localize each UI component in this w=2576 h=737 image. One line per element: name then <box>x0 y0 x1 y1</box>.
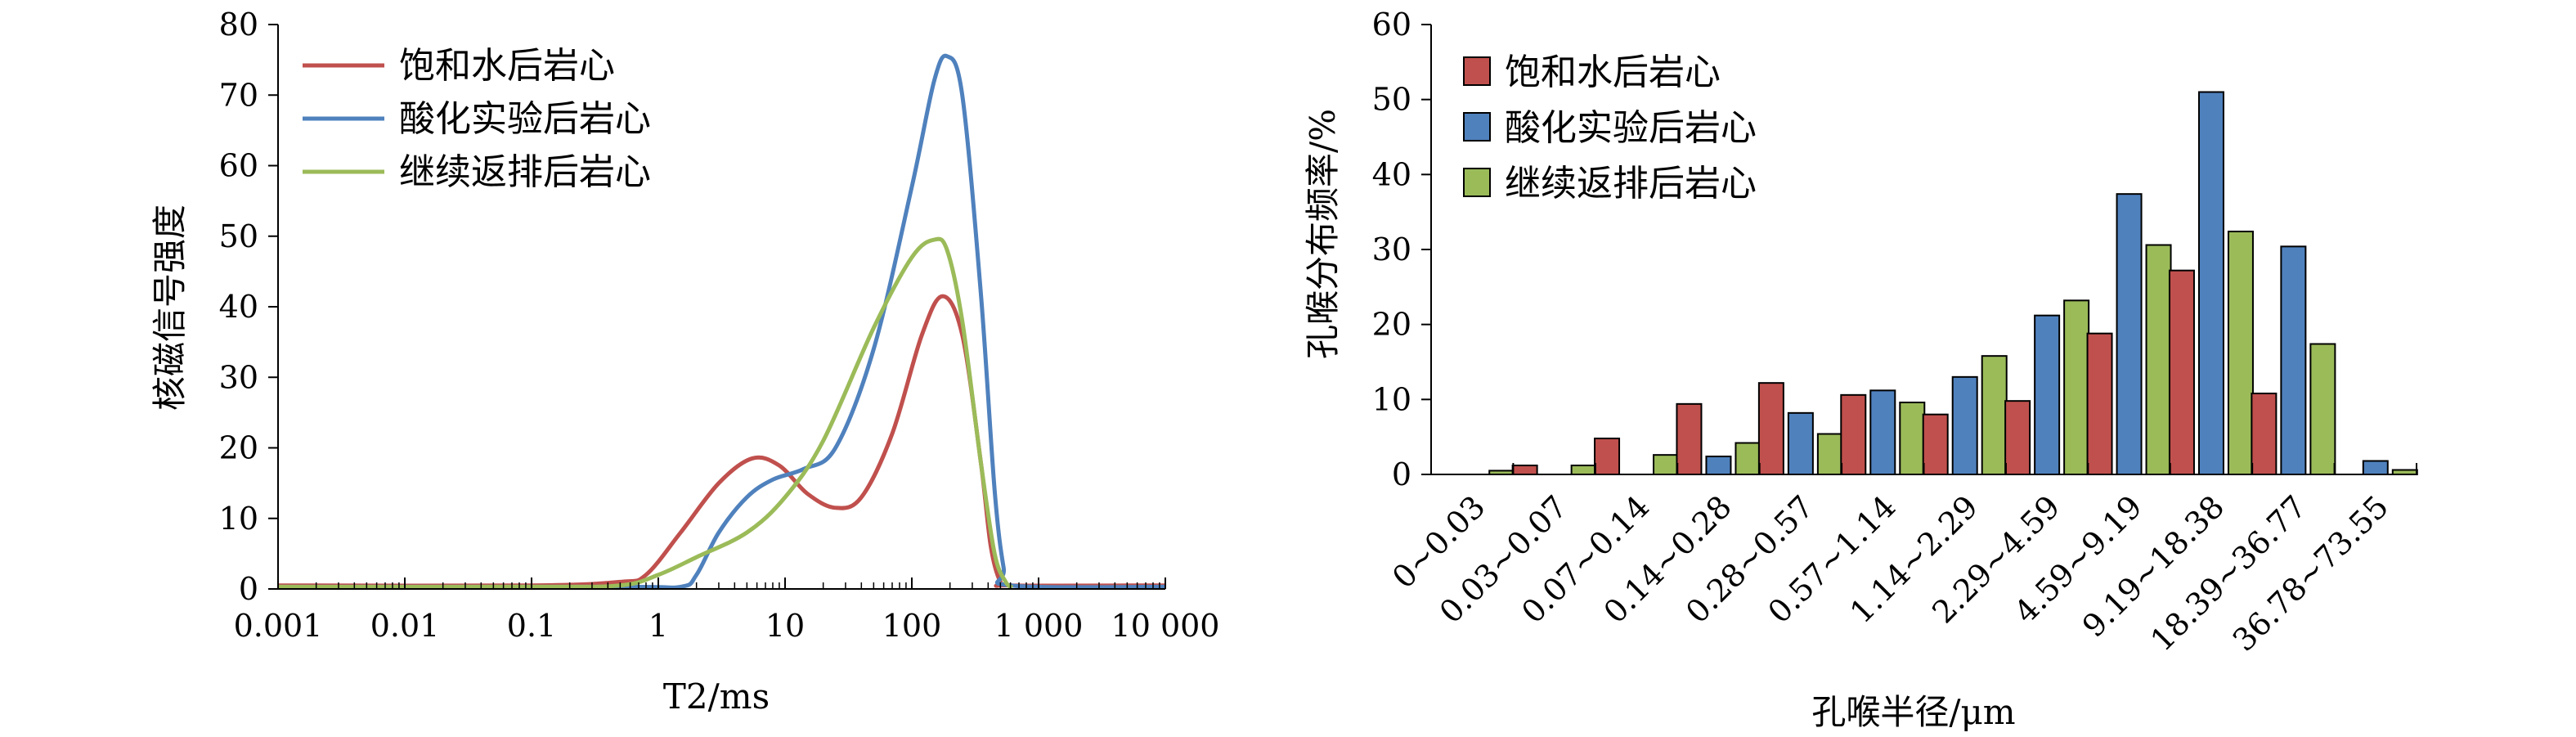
line-chart-series-0-line <box>277 294 1166 588</box>
line-chart-x-axis-title: T2/ms <box>663 676 770 717</box>
line-chart-x-tick-labels: 0.001 0.01 0.1 1 10 100 1 000 10 000 <box>234 608 1220 644</box>
line-chart-x-tick-label: 1 <box>648 608 668 644</box>
bar-chart-y-axis-title: 孔喉分布频率/% <box>1303 109 1343 359</box>
bar-series-2-9 <box>2227 231 2254 475</box>
line-chart-y-tick-label: 0 <box>239 571 258 607</box>
line-chart-y-axis-title: 核磁信号强度 <box>150 204 190 411</box>
bar-series-1-5 <box>1869 389 1896 476</box>
line-chart-axes <box>268 24 1166 590</box>
bar-series-2-4 <box>1816 433 1843 475</box>
line-chart-x-tick-label: 1 000 <box>994 608 1084 644</box>
bar-series-0-8 <box>2086 332 2113 475</box>
line-chart-y-tick-labels: 0 10 20 30 40 50 60 70 80 <box>219 7 258 607</box>
bar-series-2-2 <box>1653 454 1680 476</box>
bar-chart-y-tick-label: 20 <box>1372 307 1411 343</box>
line-chart-x-tick-label: 0.1 <box>507 608 556 644</box>
bar-series-0-10 <box>2251 393 2278 475</box>
bar-chart-y-tick-label: 0 <box>1392 456 1411 492</box>
line-chart-y-tick-label: 50 <box>219 218 258 254</box>
bar-chart-legend-swatch <box>1463 56 1491 86</box>
bar-chart-bars <box>1488 91 2418 476</box>
bar-chart-legend-label: 饱和水后岩心 <box>1505 52 1721 93</box>
bar-series-1-8 <box>2116 193 2143 476</box>
pore-throat-bar-chart: 0 10 20 30 40 50 60 0~0.030.03~0.070.07~0.140.… <box>1303 7 2418 732</box>
nmr-t2-line-chart: 0 10 20 30 40 50 60 70 80 0.001 0.01 0.1 1 10 100 1 00… <box>150 7 1219 717</box>
bar-chart-x-axis-title: 孔喉半径/μm <box>1811 692 2015 732</box>
bar-series-0-9 <box>2168 269 2195 475</box>
line-chart-y-tick-label: 60 <box>219 148 258 184</box>
bar-chart-x-tick-labels: 0~0.030.03~0.070.07~0.140.14~0.280.28~0.… <box>1385 488 2395 658</box>
line-chart-x-tick-label: 100 <box>882 608 942 644</box>
line-chart-legend-label: 继续返排后岩心 <box>399 151 651 193</box>
bar-series-0-3 <box>1676 402 1703 476</box>
bar-series-2-7 <box>2063 299 2090 476</box>
line-chart-x-tick-label: 10 000 <box>1111 608 1220 644</box>
line-chart-y-tick-label: 70 <box>219 77 258 113</box>
bar-series-1-3 <box>1705 456 1732 475</box>
line-chart-y-tick-label: 40 <box>219 289 258 325</box>
line-chart-y-tick-label: 30 <box>219 359 258 395</box>
bar-chart-y-tick-label: 30 <box>1372 231 1411 267</box>
bar-series-0-1 <box>1511 465 1538 475</box>
bar-series-0-7 <box>2004 400 2031 475</box>
bar-chart-legend-swatch <box>1463 168 1491 197</box>
line-chart-series-2-line <box>277 236 1014 590</box>
bar-chart-y-tick-label: 50 <box>1372 82 1411 118</box>
bar-series-2-1 <box>1570 465 1597 475</box>
bar-series-2-6 <box>1981 355 2008 475</box>
bar-series-0-6 <box>1922 413 1949 475</box>
line-chart-y-tick-label: 10 <box>219 501 258 537</box>
bar-chart-y-tick-label: 40 <box>1372 156 1411 192</box>
line-chart-legend-label: 饱和水后岩心 <box>399 45 615 87</box>
bar-chart-axes <box>1421 24 2417 475</box>
bar-chart-y-tick-label: 60 <box>1372 7 1411 43</box>
line-chart-y-tick-label: 20 <box>219 430 258 466</box>
bar-series-2-5 <box>1899 402 1926 475</box>
bar-series-1-9 <box>2197 91 2224 475</box>
bar-chart-y-tick-label: 10 <box>1372 381 1411 417</box>
bar-chart-x-tick-label: 9.19~18.38 <box>2076 488 2231 644</box>
line-chart-x-tick-label: 10 <box>765 608 805 644</box>
bar-chart-legend-label: 继续返排后岩心 <box>1505 163 1757 204</box>
bar-chart-legend-label: 酸化实验后岩心 <box>1505 107 1757 149</box>
line-chart-legend-label: 酸化实验后岩心 <box>399 98 651 140</box>
line-chart-y-tick-label: 80 <box>219 7 258 43</box>
bar-series-0-4 <box>1757 382 1784 475</box>
line-chart-x-tick-label: 0.001 <box>234 608 323 644</box>
bar-series-2-8 <box>2145 244 2172 475</box>
bar-series-1-7 <box>2034 314 2061 475</box>
bar-series-0-5 <box>1840 393 1867 476</box>
bar-series-0-2 <box>1594 438 1621 475</box>
line-chart-series-1-line <box>278 53 1166 590</box>
bar-series-1-11 <box>2362 460 2389 475</box>
bar-chart-y-tick-labels: 0 10 20 30 40 50 60 <box>1372 7 1411 492</box>
bar-series-2-3 <box>1735 442 1761 475</box>
line-chart-x-tick-label: 0.01 <box>370 608 440 644</box>
bar-chart-legend-swatch <box>1463 112 1491 142</box>
bar-series-1-10 <box>2280 245 2307 475</box>
bar-series-2-10 <box>2309 343 2336 475</box>
bar-series-1-6 <box>1951 375 1978 476</box>
bar-series-1-4 <box>1787 411 1814 476</box>
